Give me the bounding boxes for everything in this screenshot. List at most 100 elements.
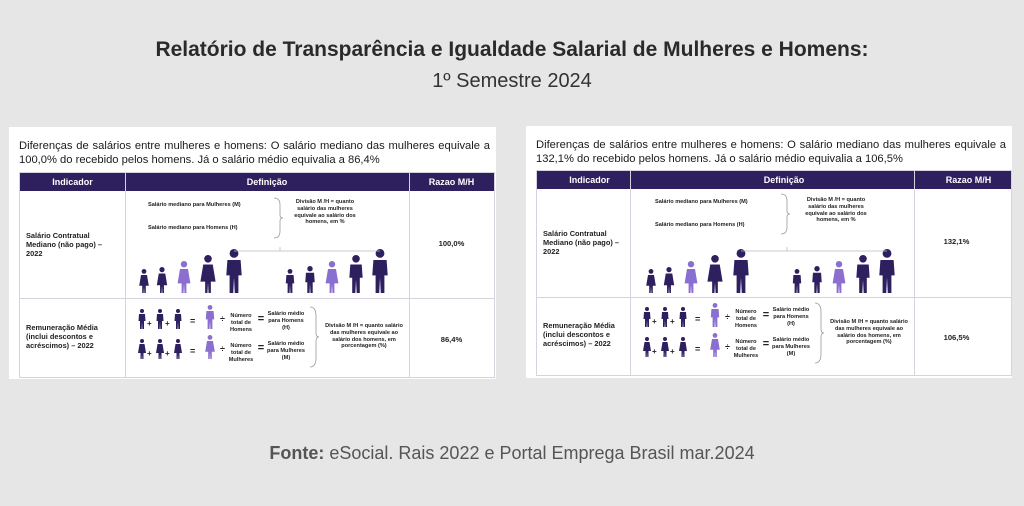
svg-text:+: + (652, 347, 657, 356)
woman-icon (832, 261, 846, 293)
mean-avg-men-label: Salário médio para Homens (H) (267, 311, 305, 331)
woman-icon (156, 267, 168, 293)
woman-icon (177, 261, 191, 293)
man-icon (305, 266, 315, 293)
man-icon (661, 307, 669, 327)
woman-icon (661, 337, 669, 357)
mean-division-text: Divisão M /H = quanto salário das mulher… (830, 319, 908, 346)
woman-icon (205, 335, 215, 359)
source-label: Fonte: (269, 443, 325, 463)
col-divider (125, 173, 126, 377)
man-icon (156, 309, 164, 329)
woman-icon (325, 261, 339, 293)
row-divider (537, 297, 1011, 298)
man-icon (679, 307, 687, 327)
woman-icon (156, 339, 164, 359)
median-division-text: Divisão M /H = quanto salário das mulher… (805, 197, 867, 224)
man-icon (792, 269, 802, 293)
header-ratio: Razao M/H (945, 175, 992, 185)
svg-text:÷: ÷ (220, 344, 225, 354)
svg-text:÷: ÷ (725, 312, 730, 322)
man-icon (138, 309, 146, 329)
mean-total-men-label: Número total de Homens (734, 309, 758, 329)
man-icon (733, 249, 749, 293)
median-men-label: Salário mediano para Homens (H) (148, 225, 238, 231)
svg-text:=: = (695, 344, 700, 354)
man-icon (372, 249, 388, 293)
people-icons (139, 247, 388, 293)
mean-avg-men-label: Salário médio para Homens (H) (772, 307, 810, 327)
woman-icon (139, 269, 149, 293)
header-indicator: Indicador (52, 177, 93, 187)
source-note: Fonte: eSocial. Rais 2022 e Portal Empre… (0, 443, 1024, 464)
man-icon (174, 309, 182, 329)
indicator-table: Indicador Definição Razao M/H Salário Co… (19, 172, 495, 378)
ratio-mean: 106,5% (943, 333, 970, 342)
svg-text:+: + (147, 319, 152, 328)
mean-division-text: Divisão M /H = quanto salário das mulher… (325, 323, 403, 350)
man-icon (879, 249, 895, 293)
svg-text:÷: ÷ (725, 342, 730, 352)
svg-text:+: + (147, 349, 152, 358)
median-men-label: Salário mediano para Homens (H) (655, 222, 745, 228)
page-subtitle: 1º Semestre 2024 (432, 70, 592, 92)
table-header: Indicador Definição Razao M/H (537, 171, 1011, 189)
median-division-text: Divisão M /H = quanto salário das mulher… (294, 199, 356, 226)
woman-icon (710, 333, 720, 357)
header-ratio: Razao M/H (428, 177, 475, 187)
col-divider (630, 171, 631, 375)
woman-icon (138, 339, 146, 359)
mean-people-group: + + = ÷ + + = ÷ (138, 305, 225, 359)
man-icon (285, 269, 295, 293)
woman-icon (646, 269, 656, 293)
woman-icon (684, 261, 698, 293)
ratio-median: 132,1% (943, 237, 970, 246)
source-text: eSocial. Rais 2022 e Portal Emprega Bras… (329, 443, 755, 463)
row-label-median: Salário Contratual Mediano (não pago) – … (543, 229, 619, 256)
svg-text:=: = (190, 316, 195, 326)
mean-avg-women-label: Salário médio para Mulheres (M) (267, 341, 305, 361)
col-divider (409, 173, 410, 377)
man-icon (643, 307, 651, 327)
bracket-icon (273, 197, 284, 239)
svg-text:+: + (670, 317, 675, 326)
ratio-median: 100,0% (438, 239, 465, 248)
mean-total-women-label: Número total de Mulheres (228, 343, 254, 363)
median-people-group (646, 247, 895, 293)
svg-text:=: = (695, 314, 700, 324)
woman-icon (663, 267, 675, 293)
woman-icon (707, 255, 723, 293)
bracket-icon (814, 302, 825, 364)
panel-2022-right: Diferenças de salários entre mulheres e … (526, 126, 1012, 378)
man-icon (205, 305, 215, 329)
svg-text:+: + (670, 347, 675, 356)
header-definition: Definição (763, 175, 805, 185)
header-definition: Definição (246, 177, 288, 187)
mean-total-women-label: Número total de Mulheres (733, 339, 759, 359)
row-label-median: Salário Contratual Mediano (não pago) – … (26, 231, 102, 258)
svg-text:÷: ÷ (220, 314, 225, 324)
panel-intro: Diferenças de salários entre mulheres e … (536, 139, 1006, 165)
bracket-icon (780, 193, 791, 235)
median-people-group (139, 247, 388, 293)
man-icon (856, 255, 870, 293)
col-divider (914, 171, 915, 375)
woman-icon (174, 339, 182, 359)
bracket-icon (309, 306, 320, 368)
page-title: Relatório de Transparência e Igualdade S… (155, 38, 869, 61)
header-indicator: Indicador (569, 175, 610, 185)
man-icon (349, 255, 363, 293)
panel-intro: Diferenças de salários entre mulheres e … (19, 140, 490, 166)
table-header: Indicador Definição Razao M/H (20, 173, 494, 191)
indicator-table: Indicador Definição Razao M/H Salário Co… (536, 170, 1012, 376)
row-label-mean: Remuneração Média (inclui descontos e ac… (26, 323, 98, 350)
woman-icon (679, 337, 687, 357)
man-icon (812, 266, 822, 293)
svg-text:+: + (165, 349, 170, 358)
median-women-label: Salário mediano para Mulheres (M) (148, 202, 241, 208)
median-women-label: Salário mediano para Mulheres (M) (655, 199, 748, 205)
man-icon (710, 303, 720, 327)
mean-total-men-label: Número total de Homens (229, 313, 253, 333)
man-icon (226, 249, 242, 293)
mean-avg-women-label: Salário médio para Mulheres (M) (772, 337, 810, 357)
